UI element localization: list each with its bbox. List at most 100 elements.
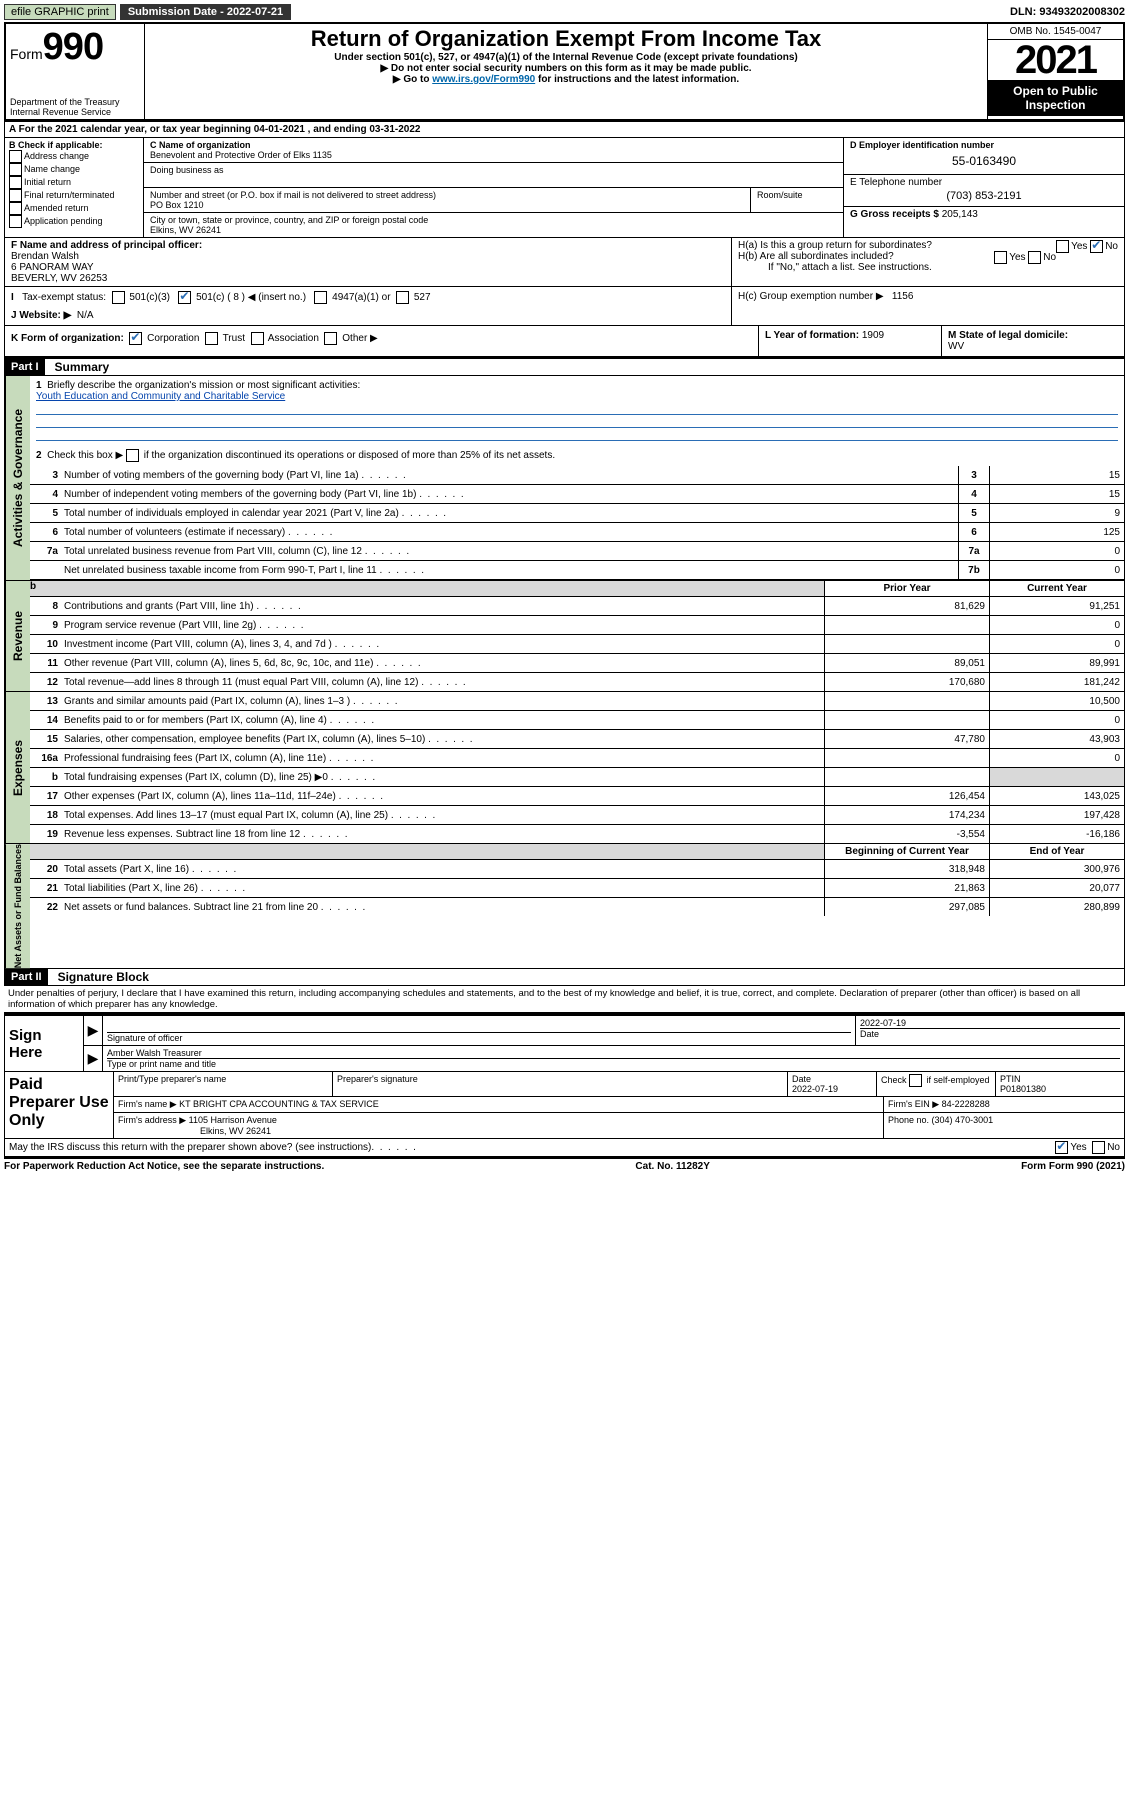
footer: For Paperwork Reduction Act Notice, see … [4,1157,1125,1174]
check-final-return[interactable] [9,189,22,202]
form-label: Form [10,46,43,62]
lbl-assoc: Association [268,333,319,344]
current-year-header: Current Year [989,581,1124,596]
section-bcdeg: B Check if applicable: Address change Na… [4,138,1125,238]
discuss-yes[interactable] [1055,1141,1068,1154]
hb-no[interactable] [1028,251,1041,264]
curr-val [989,768,1124,786]
check-527[interactable] [396,291,409,304]
line-num: 20 [30,864,64,875]
hb-yes[interactable] [994,251,1007,264]
line-desc: Total liabilities (Part X, line 26) [64,881,824,896]
curr-val: 91,251 [989,597,1124,615]
revenue-block: Revenue b Prior Year Current Year 8 Cont… [4,581,1125,692]
name-title-label: Type or print name and title [107,1058,1120,1069]
curr-val: 280,899 [989,898,1124,916]
prep-date-label: Date [792,1074,811,1084]
hc-label: H(c) Group exemption number ▶ [738,291,884,302]
ha-yes[interactable] [1056,240,1069,253]
line-desc: Total number of volunteers (estimate if … [64,525,958,540]
form-footer-num: Form 990 (2021) [1049,1161,1125,1172]
line-num: 12 [30,677,64,688]
prior-val [824,711,989,729]
curr-val: 181,242 [989,673,1124,691]
line-num: 18 [30,810,64,821]
domicile-value: WV [948,341,964,352]
check-initial-return[interactable] [9,176,22,189]
line-desc: Total fundraising expenses (Part IX, col… [64,770,824,785]
ha-no[interactable] [1090,240,1103,253]
curr-val: 43,903 [989,730,1124,748]
ein-label: D Employer identification number [850,140,1118,150]
check-other[interactable] [324,332,337,345]
data-line: 8 Contributions and grants (Part VIII, l… [30,597,1124,616]
section-ij: I Tax-exempt status: 501(c)(3) 501(c) ( … [4,287,1125,326]
lbl-initial-return: Initial return [24,177,71,187]
officer-addr2: BEVERLY, WV 26253 [11,273,725,284]
hb-yes-lbl: Yes [1009,252,1025,263]
tax-year-end: 03-31-2022 [369,124,420,135]
form-org-label: K Form of organization: [11,333,124,344]
line-desc: Benefits paid to or for members (Part IX… [64,713,824,728]
line-val: 15 [989,485,1124,503]
prior-val: 174,234 [824,806,989,824]
line-num: 16a [30,753,64,764]
hb-note: If "No," attach a list. See instructions… [738,262,1118,273]
line-box: 4 [958,485,989,503]
org-address: PO Box 1210 [150,200,744,210]
sig-date: 2022-07-19 [860,1018,1120,1028]
line-desc: Revenue less expenses. Subtract line 18 … [64,827,824,842]
firm-name: KT BRIGHT CPA ACCOUNTING & TAX SERVICE [179,1099,379,1109]
sig-arrow-icon: ▶ [88,1022,99,1039]
check-corp[interactable] [129,332,142,345]
check-discontinued[interactable] [126,449,139,462]
discuss-label: May the IRS discuss this return with the… [9,1142,371,1153]
check-address-change[interactable] [9,150,22,163]
note2-post: for instructions and the latest informat… [535,74,739,85]
prior-val: 81,629 [824,597,989,615]
prior-val: 89,051 [824,654,989,672]
check-assoc[interactable] [251,332,264,345]
open-to-public: Open to Public Inspection [988,80,1123,116]
lbl-corp: Corporation [147,333,199,344]
line-desc: Other expenses (Part IX, column (A), lin… [64,789,824,804]
check-amended[interactable] [9,202,22,215]
efile-button[interactable]: efile GRAPHIC print [4,4,116,20]
ein-value: 55-0163490 [850,150,1118,172]
top-bar: efile GRAPHIC print Submission Date - 20… [4,4,1125,20]
check-501c3[interactable] [112,291,125,304]
section-b-label: B Check if applicable: [9,140,139,150]
tax-year-begin: 04-01-2021 [254,124,305,135]
ha-yes-lbl: Yes [1071,241,1087,252]
line-box: 3 [958,466,989,484]
curr-val: 300,976 [989,860,1124,878]
line-box: 6 [958,523,989,541]
check-trust[interactable] [205,332,218,345]
part1-title: Summary [45,360,110,374]
check-4947[interactable] [314,291,327,304]
check-self-employed[interactable] [909,1074,922,1087]
gov-line: 3 Number of voting members of the govern… [30,466,1124,485]
check-app-pending[interactable] [9,215,22,228]
discuss-row: May the IRS discuss this return with the… [4,1139,1125,1157]
catalog-number: Cat. No. 11282Y [635,1161,709,1172]
check-501c[interactable] [178,291,191,304]
addr-label: Number and street (or P.O. box if mail i… [150,190,744,200]
data-line: 21 Total liabilities (Part X, line 26) 2… [30,879,1124,898]
data-line: 10 Investment income (Part VIII, column … [30,635,1124,654]
curr-val: -16,186 [989,825,1124,843]
line-val: 0 [989,561,1124,579]
domicile-label: M State of legal domicile: [948,330,1068,341]
sig-officer-label: Signature of officer [107,1033,851,1043]
form990-link[interactable]: www.irs.gov/Form990 [432,74,535,85]
form-number: 990 [43,26,103,68]
officer-name-title: Amber Walsh Treasurer [107,1048,1120,1058]
date-label: Date [860,1028,1120,1039]
paid-prep-label: Paid Preparer Use Only [5,1072,114,1138]
line-val: 0 [989,542,1124,560]
curr-val: 143,025 [989,787,1124,805]
line-num: 22 [30,902,64,913]
form-title: Return of Organization Exempt From Incom… [151,26,981,52]
discuss-no[interactable] [1092,1141,1105,1154]
check-name-change[interactable] [9,163,22,176]
